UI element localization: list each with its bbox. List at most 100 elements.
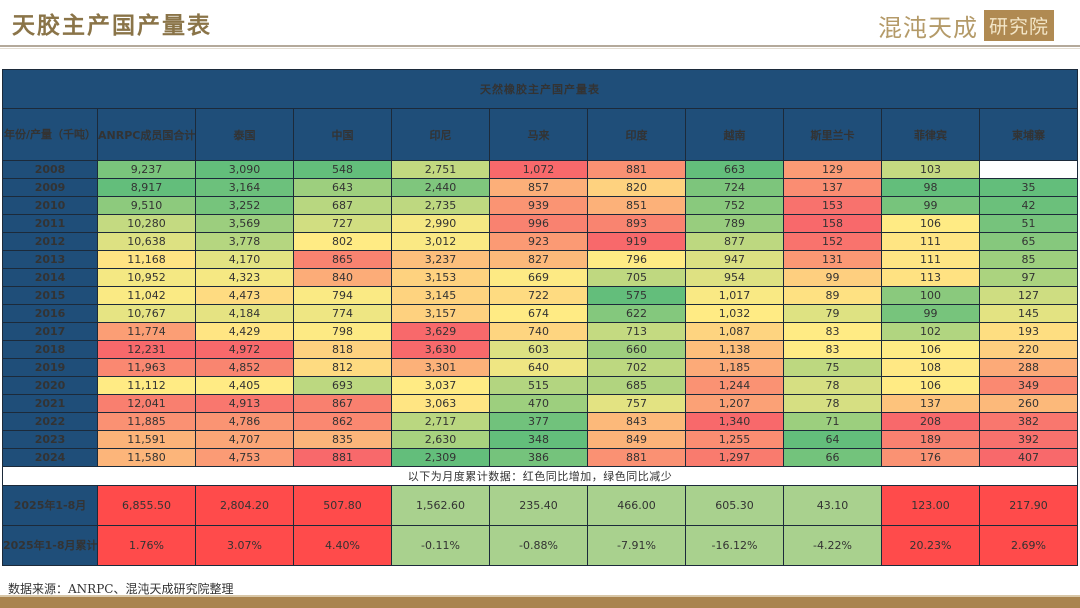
value-cell: 3,037 xyxy=(391,376,490,395)
value-cell: 4,170 xyxy=(195,250,294,269)
yoy-cell: 2.69% xyxy=(979,525,1078,566)
value-cell: 1,255 xyxy=(685,430,784,449)
value-cell: 1,207 xyxy=(685,394,784,413)
value-cell: 10,280 xyxy=(97,214,196,233)
column-header: 菲律宾 xyxy=(881,108,980,161)
value-cell: 669 xyxy=(489,268,588,287)
value-cell: 407 xyxy=(979,448,1078,467)
value-cell: 111 xyxy=(881,250,980,269)
value-cell: 1,072 xyxy=(489,160,588,179)
column-header: ANRPC成员国合计 xyxy=(97,108,196,161)
value-cell: 693 xyxy=(293,376,392,395)
yoy-cell: -7.91% xyxy=(587,525,686,566)
value-cell: 3,569 xyxy=(195,214,294,233)
value-cell: 724 xyxy=(685,178,784,197)
cumulative-cell: 2,804.20 xyxy=(195,485,294,526)
value-cell: 4,707 xyxy=(195,430,294,449)
value-cell: 4,405 xyxy=(195,376,294,395)
value-cell: 947 xyxy=(685,250,784,269)
value-cell: 996 xyxy=(489,214,588,233)
value-cell: 862 xyxy=(293,412,392,431)
value-cell: 2,440 xyxy=(391,178,490,197)
value-cell: 685 xyxy=(587,376,686,395)
yoy-cell: 3.07% xyxy=(195,525,294,566)
value-cell: 35 xyxy=(979,178,1078,197)
value-cell: 2,309 xyxy=(391,448,490,467)
value-cell: 83 xyxy=(783,340,882,359)
value-cell: 129 xyxy=(783,160,882,179)
value-cell: 153 xyxy=(783,196,882,215)
value-cell: 603 xyxy=(489,340,588,359)
value-cell: 1,244 xyxy=(685,376,784,395)
value-cell: 740 xyxy=(489,322,588,341)
value-cell: 11,042 xyxy=(97,286,196,305)
value-cell: 1,017 xyxy=(685,286,784,305)
value-cell: 11,885 xyxy=(97,412,196,431)
table-row: 2021 12,041 4,913 867 3,063 470 757 1,207 78 137 2… xyxy=(2,394,1078,413)
value-cell: 42 xyxy=(979,196,1078,215)
value-cell: 85 xyxy=(979,250,1078,269)
year-cell: 2024 xyxy=(2,448,98,467)
value-cell: 386 xyxy=(489,448,588,467)
value-cell: 827 xyxy=(489,250,588,269)
data-source: 数据来源：ANRPC、混沌天成研究院整理 xyxy=(8,582,234,596)
value-cell: 208 xyxy=(881,412,980,431)
value-cell: 851 xyxy=(587,196,686,215)
year-cell: 2015 xyxy=(2,286,98,305)
table-row: 2015 11,042 4,473 794 3,145 722 575 1,017 89 100 1… xyxy=(2,286,1078,305)
year-cell: 2012 xyxy=(2,232,98,251)
yoy-cell: -4.22% xyxy=(783,525,882,566)
value-cell: 9,510 xyxy=(97,196,196,215)
value-cell: 3,629 xyxy=(391,322,490,341)
value-cell: 687 xyxy=(293,196,392,215)
value-cell: 4,913 xyxy=(195,394,294,413)
value-cell: 137 xyxy=(783,178,882,197)
cumulative-row: 2025年1-8月 6,855.50 2,804.20 507.80 1,562.60 2… xyxy=(2,485,1078,526)
value-cell: 575 xyxy=(587,286,686,305)
value-cell: 1,032 xyxy=(685,304,784,323)
year-cell: 2021 xyxy=(2,394,98,413)
value-cell: 3,630 xyxy=(391,340,490,359)
value-cell: 4,786 xyxy=(195,412,294,431)
value-cell: 713 xyxy=(587,322,686,341)
value-cell: 65 xyxy=(979,232,1078,251)
table-banner-row: 天然橡胶主产国产量表 xyxy=(2,69,1078,109)
value-cell: 288 xyxy=(979,358,1078,377)
value-cell: 75 xyxy=(783,358,882,377)
value-cell: 103 xyxy=(881,160,980,179)
value-cell: 752 xyxy=(685,196,784,215)
year-cell: 2010 xyxy=(2,196,98,215)
table-row: 2014 10,952 4,323 840 3,153 669 705 954 99 113 97 xyxy=(2,268,1078,287)
value-cell: 1,297 xyxy=(685,448,784,467)
value-cell: 382 xyxy=(979,412,1078,431)
footer-bar-line xyxy=(0,595,1080,597)
cumulative-cell: 43.10 xyxy=(783,485,882,526)
cumulative-row-label: 2025年1-8月 xyxy=(2,485,98,526)
value-cell: 877 xyxy=(685,232,784,251)
value-cell: 705 xyxy=(587,268,686,287)
value-cell: 3,778 xyxy=(195,232,294,251)
value-cell: 674 xyxy=(489,304,588,323)
value-cell: 548 xyxy=(293,160,392,179)
value-cell: 11,774 xyxy=(97,322,196,341)
value-cell: 849 xyxy=(587,430,686,449)
value-cell: 2,751 xyxy=(391,160,490,179)
yoy-cell: -0.11% xyxy=(391,525,490,566)
value-cell: 798 xyxy=(293,322,392,341)
value-cell: 893 xyxy=(587,214,686,233)
value-cell: 794 xyxy=(293,286,392,305)
value-cell: 348 xyxy=(489,430,588,449)
value-cell: 3,012 xyxy=(391,232,490,251)
year-cell: 2019 xyxy=(2,358,98,377)
yoy-row: 2025年1-8月累计同比1.76%3.07%4.40%-0.11%-0.88%… xyxy=(2,525,1078,566)
value-cell: 3,153 xyxy=(391,268,490,287)
value-cell: 10,638 xyxy=(97,232,196,251)
table-row: 2011 10,280 3,569 727 2,990 996 893 789 158 106 51 xyxy=(2,214,1078,233)
value-cell: 11,591 xyxy=(97,430,196,449)
legend-note: 以下为月度累计数据：红色同比增加，绿色同比减少 xyxy=(2,466,1078,486)
value-cell: 727 xyxy=(293,214,392,233)
value-cell: 89 xyxy=(783,286,882,305)
value-cell: 99 xyxy=(881,196,980,215)
value-cell: 260 xyxy=(979,394,1078,413)
value-cell: 3,157 xyxy=(391,304,490,323)
